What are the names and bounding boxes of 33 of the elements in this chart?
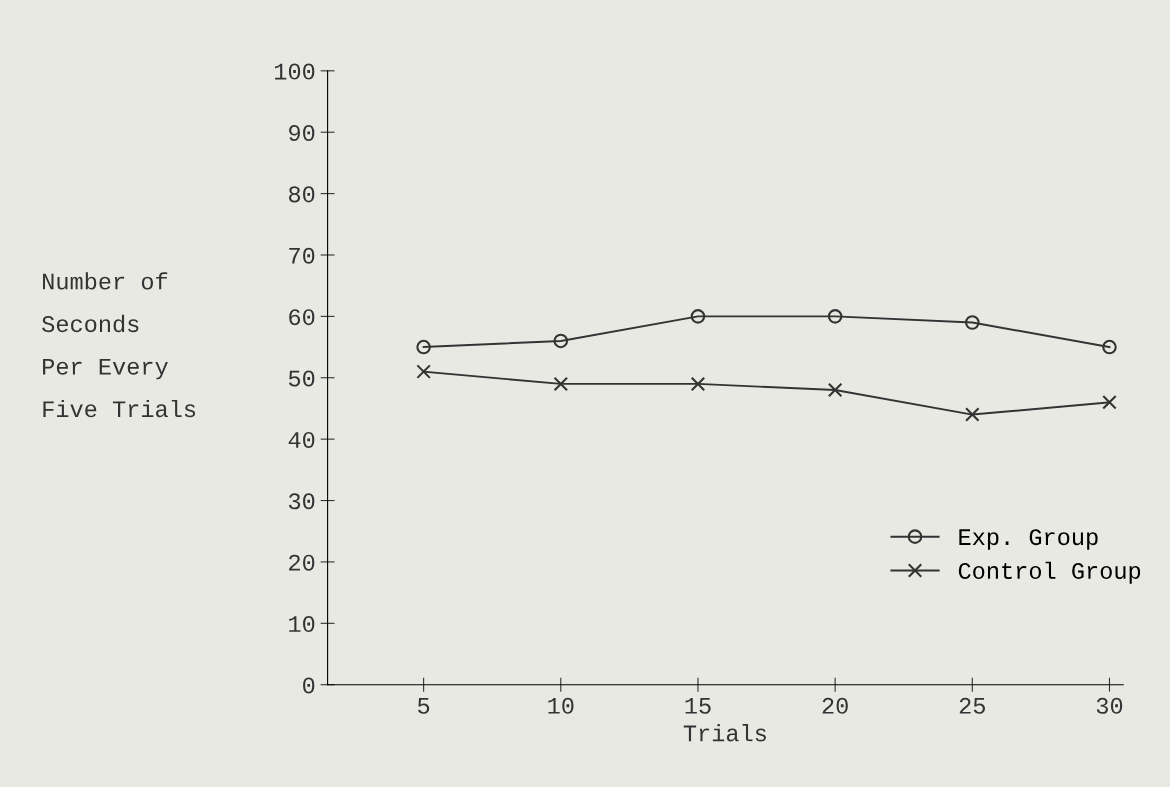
point: [1102, 339, 1117, 355]
y-tick-label: 70: [289, 247, 315, 264]
x-tick-label: 15: [685, 698, 711, 714]
y-axis-title: Number of Seconds Per Every Five Trials: [42, 272, 196, 418]
y-tick-label: 40: [288, 431, 315, 448]
x-axis-title: Trials: [683, 724, 766, 742]
point: [690, 309, 706, 324]
point: [827, 382, 843, 398]
point: [965, 407, 980, 422]
y-tick-label: 80: [288, 186, 315, 203]
x-tick-label: 25: [959, 697, 985, 714]
y-tick-label: 60: [289, 309, 315, 326]
y-tick-label: 10: [289, 616, 315, 633]
point: [553, 333, 569, 349]
x-tick-label: 5: [418, 698, 430, 714]
y-tick-label: 100: [274, 63, 315, 80]
y-tick-label: 90: [289, 124, 315, 141]
point: [416, 339, 431, 355]
point: [1102, 395, 1117, 410]
legend-label: Exp. Group: [959, 529, 1098, 550]
point: [416, 364, 431, 379]
y-tick-label: 20: [289, 554, 315, 571]
point: [690, 376, 706, 392]
legend-label: Control Group: [958, 561, 1141, 584]
y-tick-label: 50: [288, 370, 315, 387]
y-tick-label: 0: [303, 677, 315, 694]
point: [553, 376, 569, 392]
y-tick-label: 30: [288, 493, 315, 510]
x-tick-label: 10: [548, 697, 574, 714]
point: [827, 309, 843, 324]
point: [965, 315, 980, 330]
x-tick-label: 20: [822, 697, 848, 714]
x-tick-label: 30: [1096, 697, 1123, 714]
